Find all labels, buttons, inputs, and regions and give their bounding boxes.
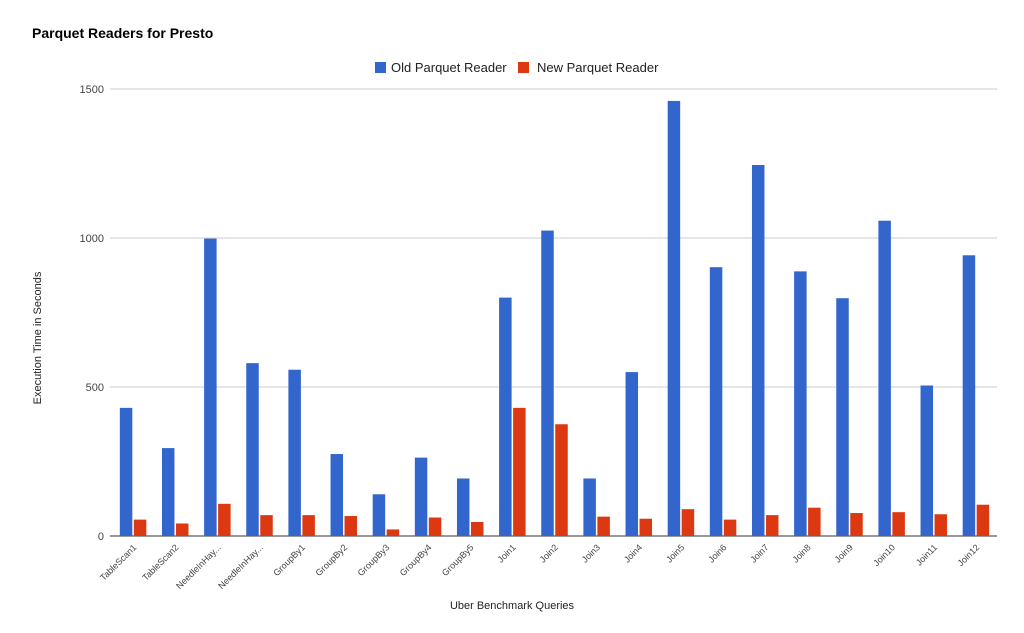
bar-new-13 — [639, 518, 653, 536]
bar-new-6 — [344, 516, 358, 536]
bar-old-2 — [161, 448, 175, 536]
bar-new-19 — [892, 512, 905, 536]
bar-new-14 — [681, 509, 695, 536]
bar-old-17 — [794, 271, 807, 536]
y-tick-label: 500 — [86, 382, 104, 394]
bar-old-20 — [920, 385, 934, 536]
legend-swatch-old — [375, 62, 386, 73]
legend-swatch-new — [518, 62, 529, 73]
bar-old-16 — [751, 164, 765, 537]
x-tick-label: Join10 — [871, 542, 897, 568]
bar-new-16 — [765, 515, 779, 536]
bar-new-2 — [175, 523, 189, 536]
bar-old-18 — [836, 298, 849, 536]
x-tick-label: Join4 — [622, 542, 644, 564]
bar-new-21 — [976, 504, 990, 536]
bar-new-15 — [723, 519, 737, 536]
bar-new-4 — [260, 515, 273, 536]
x-tick-label: GroupBy2 — [313, 542, 349, 578]
x-tick-label: Join3 — [580, 542, 602, 564]
x-axis-ticks: TableScan1 TableScan2NeedleInHay...Needle… — [98, 542, 981, 591]
y-tick-label: 1500 — [80, 84, 104, 96]
x-tick-label: Join11 — [914, 542, 939, 567]
x-tick-label: Join5 — [664, 542, 686, 564]
bar-old-1 — [119, 407, 133, 536]
legend-label-new: New Parquet Reader — [537, 60, 659, 75]
bar-new-10 — [513, 407, 526, 536]
x-tick-label: Join9 — [833, 542, 855, 564]
bar-old-5 — [288, 369, 301, 536]
bar-old-21 — [962, 255, 976, 536]
bar-old-8 — [414, 457, 428, 536]
x-tick-label: GroupBy1 — [271, 542, 307, 578]
x-tick-label: Join6 — [706, 542, 728, 564]
bar-new-18 — [850, 513, 863, 536]
bar-old-14 — [667, 100, 681, 537]
y-tick-label: 1000 — [80, 233, 104, 245]
legend: Old Parquet Reader New Parquet Reader — [375, 60, 659, 75]
bar-new-5 — [302, 515, 315, 536]
bar-new-11 — [555, 424, 568, 536]
x-tick-label: Join7 — [748, 542, 770, 564]
y-axis-ticks: 0 500 1000 1500 — [80, 84, 104, 543]
x-tick-label: GroupBy4 — [398, 542, 434, 578]
x-tick-label: NeedleInHay... — [216, 542, 265, 591]
bar-new-9 — [470, 521, 484, 536]
bar-new-7 — [386, 529, 400, 536]
bar-old-15 — [709, 267, 723, 536]
chart-title: Parquet Readers for Presto — [32, 25, 213, 41]
bar-old-12 — [583, 478, 596, 536]
bars — [119, 100, 990, 537]
bar-new-1 — [133, 519, 147, 536]
x-tick-label: Join1 — [495, 542, 517, 564]
x-tick-label: GroupBy5 — [440, 542, 476, 578]
bar-old-11 — [541, 230, 554, 537]
x-tick-label: Join12 — [956, 542, 982, 568]
x-axis-label: Uber Benchmark Queries — [450, 600, 575, 612]
x-tick-label: Join2 — [538, 542, 560, 564]
x-tick-label: Join8 — [790, 542, 812, 564]
bar-old-3 — [204, 238, 217, 536]
x-tick-label: TableScan1 — [98, 542, 138, 582]
bar-old-13 — [625, 372, 639, 536]
bar-old-4 — [246, 363, 259, 536]
y-tick-label: 0 — [98, 531, 104, 543]
bar-new-8 — [428, 517, 442, 536]
bar-old-7 — [372, 494, 386, 536]
bar-new-17 — [808, 507, 821, 536]
bar-old-19 — [878, 220, 891, 536]
x-tick-label: TableScan2 — [140, 542, 180, 582]
bar-new-3 — [218, 503, 231, 536]
bar-new-12 — [597, 516, 610, 536]
bar-old-9 — [456, 478, 470, 536]
legend-label-old: Old Parquet Reader — [391, 60, 507, 75]
bar-old-10 — [499, 297, 512, 536]
x-tick-label: GroupBy3 — [356, 542, 392, 578]
bar-new-20 — [934, 514, 948, 536]
bar-old-6 — [330, 454, 344, 536]
y-axis-label: Execution Time in Seconds — [32, 271, 44, 404]
